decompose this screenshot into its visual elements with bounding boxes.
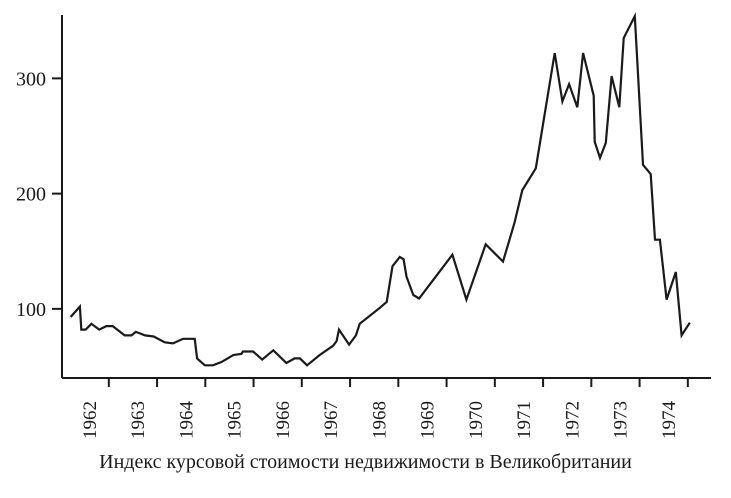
x-tick-label: 1965: [225, 401, 246, 439]
y-tick-label: 300: [16, 68, 46, 90]
x-tick-label: 1966: [273, 401, 294, 439]
x-tick-label: 1963: [128, 401, 149, 439]
series-line: [69, 12, 691, 367]
x-tick-label: 1962: [80, 401, 101, 439]
x-tick-label: 1973: [611, 401, 632, 439]
x-axis-label: Индекс курсовой стоимости недвижимости в…: [99, 451, 632, 473]
x-tick-label: 1964: [176, 401, 197, 440]
x-tick-label: 1974: [659, 401, 680, 440]
x-tick-label: 1971: [514, 401, 535, 439]
y-tick-label: 200: [16, 184, 46, 206]
x-tick-label: 1968: [369, 401, 390, 439]
x-tick-label: 1969: [418, 401, 439, 439]
x-tick-label: 1967: [321, 401, 342, 439]
y-tick-label: 100: [16, 299, 46, 321]
x-tick-label: 1972: [562, 401, 583, 439]
x-tick-label: 1970: [466, 401, 487, 439]
